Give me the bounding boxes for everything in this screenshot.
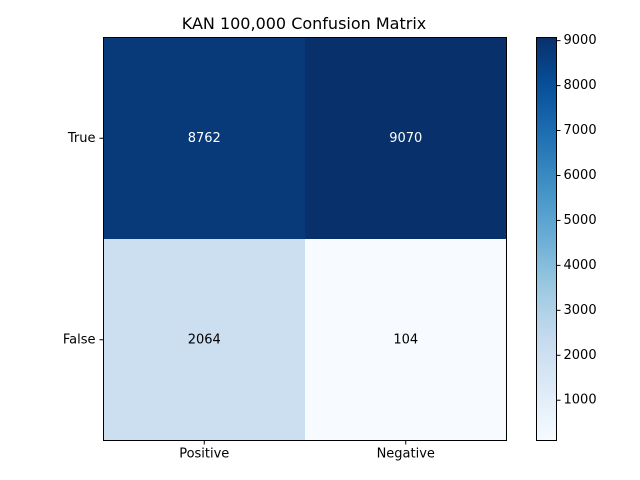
plot-frame bbox=[103, 37, 507, 441]
x-tick-label: Negative bbox=[377, 447, 435, 462]
x-axis: Positive Negative bbox=[179, 440, 435, 462]
cell-value-label: 2064 bbox=[188, 332, 221, 347]
heatmap-cell bbox=[103, 37, 305, 239]
cell-value-label: 104 bbox=[393, 332, 418, 347]
colorbar-tick-label: 8000 bbox=[564, 78, 597, 93]
colorbar-gradient bbox=[536, 37, 557, 441]
colorbar-tick-label: 7000 bbox=[564, 123, 597, 138]
heatmap-cell bbox=[305, 37, 507, 239]
cell-value-label: 9070 bbox=[389, 131, 422, 146]
heatmap-cell bbox=[305, 239, 507, 441]
chart-title: KAN 100,000 Confusion Matrix bbox=[182, 14, 427, 33]
heatmap-cells: 8762 9070 2064 104 bbox=[103, 37, 507, 441]
colorbar-tick-label: 3000 bbox=[564, 303, 597, 318]
heatmap-cell bbox=[103, 239, 305, 441]
colorbar-tick-label: 1000 bbox=[564, 393, 597, 408]
colorbar-tick-label: 4000 bbox=[564, 258, 597, 273]
colorbar-tick-label: 6000 bbox=[564, 168, 597, 183]
colorbar-axis: 1000 2000 3000 4000 5000 6000 7000 8000 9000 bbox=[556, 33, 597, 408]
y-tick-label: False bbox=[63, 332, 96, 347]
colorbar-tick-label: 2000 bbox=[564, 348, 597, 363]
colorbar-tick-label: 9000 bbox=[564, 33, 597, 48]
x-tick-label: Positive bbox=[179, 447, 229, 462]
y-axis: True False bbox=[63, 131, 104, 347]
colorbar-tick-label: 5000 bbox=[564, 213, 597, 228]
y-tick-label: True bbox=[67, 131, 96, 146]
cell-value-label: 8762 bbox=[188, 131, 221, 146]
